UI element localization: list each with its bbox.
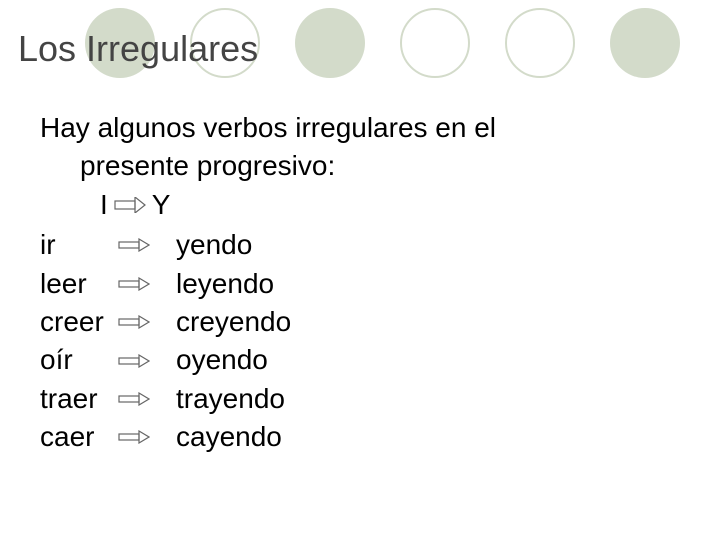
rule-from: I (100, 187, 108, 223)
slide-content: Hay algunos verbos irregulares en el pre… (40, 110, 680, 458)
verb-gerund: leyendo (166, 266, 274, 302)
verb-row: traer trayendo (40, 381, 680, 417)
verb-row: leer leyendo (40, 266, 680, 302)
verb-gerund: trayendo (166, 381, 285, 417)
verb-infinitive: traer (40, 381, 118, 417)
right-arrow-icon (118, 430, 166, 444)
verb-row: ir yendo (40, 227, 680, 263)
rule-to: Y (152, 187, 171, 223)
decorative-circle (610, 8, 680, 78)
verb-gerund: yendo (166, 227, 252, 263)
slide-title: Los Irregulares (18, 28, 258, 70)
verb-infinitive: creer (40, 304, 118, 340)
verb-gerund: creyendo (166, 304, 291, 340)
right-arrow-icon (118, 238, 166, 252)
decorative-circle (295, 8, 365, 78)
verb-infinitive: caer (40, 419, 118, 455)
intro-line-2: presente progresivo: (40, 148, 680, 184)
right-arrow-icon (118, 392, 166, 406)
transformation-rule: I Y (40, 187, 680, 223)
verb-infinitive: ir (40, 227, 118, 263)
verb-infinitive: oír (40, 342, 118, 378)
right-arrow-icon (118, 277, 166, 291)
verb-list: ir yendo leer leyendo creer creyendo oír oyendo… (40, 227, 680, 455)
decorative-circle (505, 8, 575, 78)
intro-line-1: Hay algunos verbos irregulares en el (40, 110, 680, 146)
verb-gerund: oyendo (166, 342, 268, 378)
right-arrow-icon (118, 354, 166, 368)
right-arrow-icon (118, 315, 166, 329)
verb-row: creer creyendo (40, 304, 680, 340)
verb-row: oír oyendo (40, 342, 680, 378)
verb-gerund: cayendo (166, 419, 282, 455)
right-arrow-icon (114, 197, 146, 213)
decorative-circle (400, 8, 470, 78)
verb-infinitive: leer (40, 266, 118, 302)
verb-row: caer cayendo (40, 419, 680, 455)
